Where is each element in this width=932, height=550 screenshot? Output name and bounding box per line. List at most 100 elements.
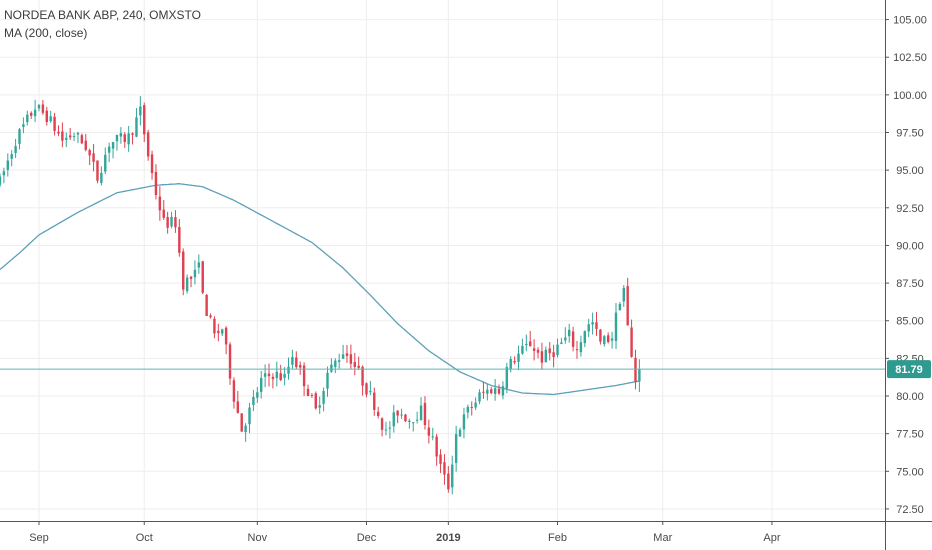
candle-body (380, 418, 384, 430)
candle-body (513, 361, 516, 363)
candle-body (37, 104, 41, 109)
candle-body (201, 261, 204, 293)
last-price-badge (887, 360, 931, 379)
candle-body (279, 373, 282, 380)
candle-body (419, 405, 423, 421)
candle-body (248, 407, 251, 425)
candle-body (314, 393, 318, 409)
last-price-badge-group: 81.79 (887, 360, 931, 379)
candle-body (287, 366, 290, 374)
candle-body (466, 406, 470, 413)
candle-body (525, 343, 528, 346)
candle-body (369, 391, 372, 393)
candle-body (579, 342, 583, 353)
candle-body (517, 353, 520, 362)
candle-body (482, 391, 485, 393)
candle-body (271, 376, 275, 380)
candle-body (388, 427, 392, 429)
candle-body (497, 388, 501, 394)
candle-body (252, 396, 255, 406)
candle-body (505, 367, 509, 389)
candle-body (423, 402, 427, 426)
candle-body (384, 429, 388, 431)
candle-body (373, 392, 376, 410)
candle-body (29, 112, 33, 116)
time-tick-label: 2019 (436, 532, 460, 544)
price-tick-label: 100.00 (893, 90, 927, 102)
candle-body (618, 303, 622, 311)
candle-body (127, 133, 130, 145)
price-tick-label: 87.50 (896, 278, 924, 290)
candle-body (529, 341, 532, 347)
candle-body (0, 176, 2, 185)
candle-body (353, 362, 356, 367)
candle-body (478, 392, 481, 402)
candle-body (84, 140, 87, 150)
candle-body (240, 413, 243, 432)
candle-body (603, 336, 606, 345)
candle-body (80, 135, 84, 144)
price-axis[interactable]: 105.00 102.50 100.00 97.50 95.00 92.50 90.00 87… (885, 0, 927, 550)
candle-body (345, 353, 349, 356)
candle-body (150, 154, 154, 174)
candle-body (143, 105, 146, 135)
candle-body (107, 146, 111, 153)
candle-body (630, 327, 633, 357)
candle-body (564, 337, 567, 341)
candle-body (111, 141, 115, 149)
candle-body (556, 344, 559, 356)
candle-body (123, 134, 126, 142)
candle-body (221, 329, 224, 334)
price-tick-label: 72.50 (896, 504, 924, 516)
candle-body (104, 154, 107, 172)
candle-body (170, 216, 173, 227)
candle-body (6, 160, 10, 170)
candle-body (638, 369, 641, 382)
candle-body (509, 359, 512, 370)
time-tick-label: Oct (136, 532, 153, 544)
candle-body (267, 373, 271, 377)
ma-line (0, 183, 640, 396)
chart-legend: NORDEA BANK ABP, 240, OMXSTO MA (200, cl… (4, 6, 201, 42)
candle-body (447, 473, 450, 490)
candle-body (302, 365, 306, 387)
candle-body (185, 277, 189, 292)
candle-body (154, 171, 158, 195)
candle-body (634, 357, 637, 383)
candle-body (486, 389, 489, 394)
candle-body (76, 132, 80, 135)
candle-body (337, 360, 341, 362)
candle-body (583, 331, 587, 344)
candle-body (326, 372, 329, 389)
candle-body (396, 410, 399, 416)
candle-body (606, 335, 610, 343)
candle-body (451, 464, 454, 488)
candle-body (72, 136, 76, 138)
time-axis[interactable]: Sep Oct Nov Dec 2019 Feb Mar Apr (0, 521, 932, 544)
candle-body (400, 414, 403, 416)
candle-body (552, 352, 555, 358)
candle-body (100, 172, 103, 183)
candle-body (260, 377, 263, 392)
candle-body (490, 389, 493, 394)
ma-series (0, 183, 640, 396)
candle-body (45, 110, 48, 122)
candle-body (408, 420, 411, 422)
candle-body (115, 134, 119, 142)
candle-body (61, 131, 64, 141)
candle-body (26, 114, 29, 123)
candle-body (96, 160, 99, 181)
indicator-title: MA (200, close) (4, 26, 88, 40)
candle-body (57, 131, 60, 134)
candle-body (318, 405, 321, 408)
time-tick-label: Dec (357, 532, 377, 544)
candle-body (540, 351, 544, 363)
candle-body (217, 330, 220, 334)
candle-body (501, 386, 505, 396)
candle-body (626, 286, 629, 326)
candle-body (14, 146, 17, 154)
candle-body (548, 348, 551, 354)
candle-body (474, 402, 477, 408)
candle-body (415, 419, 419, 421)
